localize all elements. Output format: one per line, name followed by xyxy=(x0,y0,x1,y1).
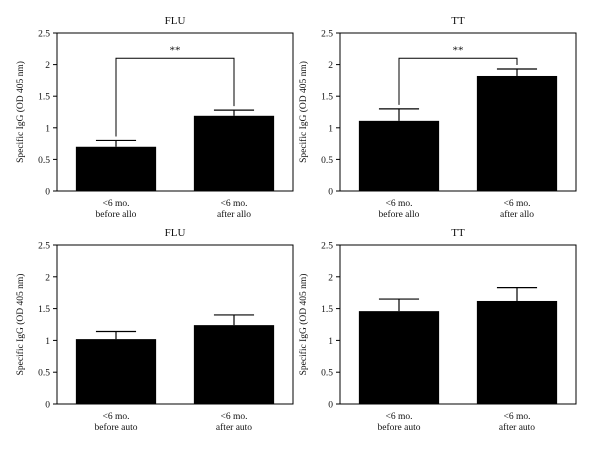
y-tick-label: 2 xyxy=(328,61,333,71)
y-tick-label: 1 xyxy=(45,337,50,347)
bar xyxy=(75,339,157,404)
x-tick-label: <6 mo. xyxy=(103,412,130,422)
y-tick-label: 0.5 xyxy=(321,369,333,379)
x-tick-label: <6 mo. xyxy=(103,199,130,209)
chart-panel-2: TT Specific IgG (OD 405 nm) 0 0.5 1 1.5 2 2.5 <6… xyxy=(298,15,577,220)
x-tick-label: <6 mo. xyxy=(221,412,248,422)
y-tick-label: 0.5 xyxy=(38,369,50,379)
y-tick-label: 1.5 xyxy=(38,93,50,103)
chart-title: FLU xyxy=(165,227,186,239)
x-tick-label: before allo xyxy=(96,209,137,220)
chart-panel-3: FLU Specific IgG (OD 405 nm) 0 0.5 1 1.5 2 2.5 <… xyxy=(15,227,294,433)
x-tick-label: after auto xyxy=(499,422,535,433)
plot-frame xyxy=(339,244,577,405)
significance-bracket xyxy=(115,57,235,137)
y-axis-label: Specific IgG (OD 405 nm) xyxy=(15,274,26,376)
plot-frame xyxy=(56,32,294,192)
y-tick-label: 2 xyxy=(45,61,50,71)
chart-title: TT xyxy=(451,15,465,27)
y-tick-label: 0 xyxy=(328,188,333,198)
chart-title: FLU xyxy=(165,15,186,27)
y-axis-label: Specific IgG (OD 405 nm) xyxy=(298,274,309,376)
x-tick-label: <6 mo. xyxy=(504,199,531,209)
y-tick-label: 2.5 xyxy=(321,242,333,252)
chart-panel-1: FLU Specific IgG (OD 405 nm) 0 0.5 1 1.5 2 2.5 <… xyxy=(15,15,294,220)
x-tick-label: <6 mo. xyxy=(386,199,413,209)
y-tick-label: 2.5 xyxy=(321,30,333,40)
x-tick-label: before auto xyxy=(378,422,421,433)
y-tick-label: 1 xyxy=(45,124,50,134)
y-axis-label: Specific IgG (OD 405 nm) xyxy=(15,61,26,163)
bar xyxy=(358,311,440,404)
y-tick-label: 2.5 xyxy=(38,30,50,40)
y-tick-label: 1 xyxy=(328,124,333,134)
y-tick-label: 1.5 xyxy=(321,305,333,315)
x-tick-label: before allo xyxy=(379,209,420,220)
y-tick-label: 2 xyxy=(328,273,333,283)
y-tick-label: 0 xyxy=(328,401,333,411)
x-tick-label: after auto xyxy=(216,422,252,433)
plot-frame xyxy=(339,32,577,192)
x-tick-label: <6 mo. xyxy=(386,412,413,422)
y-tick-label: 0.5 xyxy=(321,156,333,166)
significance-label: ** xyxy=(170,44,181,56)
significance-label: ** xyxy=(453,44,464,56)
bar xyxy=(358,120,440,191)
bar xyxy=(75,146,157,191)
y-axis-label: Specific IgG (OD 405 nm) xyxy=(298,61,309,163)
bar xyxy=(476,75,558,191)
y-tick-label: 0 xyxy=(45,401,50,411)
bar xyxy=(476,300,558,404)
x-tick-label: <6 mo. xyxy=(221,199,248,209)
y-tick-label: 2 xyxy=(45,273,50,283)
y-tick-label: 2.5 xyxy=(38,242,50,252)
y-tick-label: 1 xyxy=(328,337,333,347)
x-tick-label: after allo xyxy=(500,209,534,220)
y-tick-label: 1.5 xyxy=(38,305,50,315)
chart-panel-4: TT Specific IgG (OD 405 nm) 0 0.5 1 1.5 2 2.5 <6… xyxy=(298,227,577,433)
plot-frame xyxy=(56,244,294,405)
significance-bracket xyxy=(398,57,518,105)
x-tick-label: before auto xyxy=(95,422,138,433)
y-tick-label: 0.5 xyxy=(38,156,50,166)
chart-title: TT xyxy=(451,227,465,239)
bar xyxy=(193,325,275,404)
y-tick-label: 0 xyxy=(45,188,50,198)
x-tick-label: <6 mo. xyxy=(504,412,531,422)
y-tick-label: 1.5 xyxy=(321,93,333,103)
x-tick-label: after allo xyxy=(217,209,251,220)
bar xyxy=(193,115,275,191)
